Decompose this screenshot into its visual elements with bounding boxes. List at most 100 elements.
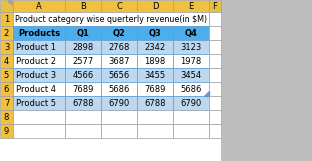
Bar [0,110,13,124]
Bar [137,54,173,68]
Text: 5686: 5686 [180,85,202,94]
Text: B: B [80,1,86,10]
Bar [173,124,209,138]
Text: 6788: 6788 [144,99,166,108]
Text: 1978: 1978 [180,57,202,66]
Text: 1: 1 [4,14,9,24]
Text: Product category wise querterly revenue(in $M): Product category wise querterly revenue(… [15,14,207,24]
Bar [13,0,65,12]
Text: 4: 4 [4,57,9,66]
Bar [65,40,101,54]
Text: 5: 5 [4,71,9,80]
Bar [137,68,173,82]
Text: Q1: Q1 [76,28,90,38]
Bar [209,110,221,124]
Text: 4566: 4566 [72,71,94,80]
Bar [0,82,13,96]
Text: 9: 9 [4,127,9,136]
Bar [0,12,13,26]
Bar [101,26,137,40]
Bar [209,26,221,40]
Bar [173,68,209,82]
Text: 6: 6 [4,85,9,94]
Bar [65,54,101,68]
Text: 8: 8 [4,113,9,122]
Bar [209,68,221,82]
Bar [101,0,137,12]
Polygon shape [204,91,209,96]
Bar [101,54,137,68]
Text: 5656: 5656 [108,71,129,80]
Bar [173,40,209,54]
Text: 7689: 7689 [72,85,94,94]
Bar [137,40,173,54]
Bar [137,82,173,96]
Text: Product 4: Product 4 [16,85,56,94]
Bar [101,40,137,54]
Bar [0,0,221,161]
Text: 7689: 7689 [144,85,166,94]
Text: 3455: 3455 [144,71,166,80]
Bar [13,124,65,138]
Bar [101,82,137,96]
Bar [13,82,65,96]
Text: 3454: 3454 [180,71,202,80]
Text: Products: Products [18,28,60,38]
Bar [209,96,221,110]
Text: 2898: 2898 [72,43,94,52]
Text: 6790: 6790 [108,99,129,108]
Polygon shape [8,1,12,5]
Bar [0,26,13,40]
Bar [173,110,209,124]
Bar [209,0,221,12]
Text: Q2: Q2 [113,28,125,38]
Bar [173,96,209,110]
Bar [137,0,173,12]
Bar [101,68,137,82]
Bar [65,68,101,82]
Text: 3687: 3687 [108,57,130,66]
Bar [209,124,221,138]
Bar [65,96,101,110]
Bar [173,0,209,12]
Bar [173,82,209,96]
Bar [137,124,173,138]
Bar [13,110,65,124]
Bar [13,26,65,40]
Bar [101,96,137,110]
Bar [173,26,209,40]
Text: 6788: 6788 [72,99,94,108]
Bar [13,40,65,54]
Bar [209,82,221,96]
Text: D: D [152,1,158,10]
Bar [209,40,221,54]
Bar [137,110,173,124]
Text: Product 2: Product 2 [16,57,56,66]
Text: 1898: 1898 [144,57,166,66]
Bar [209,54,221,68]
Text: 2768: 2768 [108,43,130,52]
Text: 7: 7 [4,99,9,108]
Text: E: E [188,1,194,10]
Text: A: A [36,1,42,10]
Text: 2342: 2342 [144,43,166,52]
Bar [65,0,101,12]
Text: Q4: Q4 [185,28,197,38]
Bar [13,12,209,26]
Text: Product 5: Product 5 [16,99,56,108]
Text: 2: 2 [4,28,9,38]
Text: 3123: 3123 [180,43,202,52]
Bar [65,124,101,138]
Bar [101,124,137,138]
Bar [0,96,13,110]
Bar [0,54,13,68]
Bar [101,110,137,124]
Bar [65,110,101,124]
Bar [0,68,13,82]
Bar [13,68,65,82]
Text: 2577: 2577 [72,57,94,66]
Text: Product 1: Product 1 [16,43,56,52]
Text: Q3: Q3 [149,28,161,38]
Bar [0,124,13,138]
Bar [173,54,209,68]
